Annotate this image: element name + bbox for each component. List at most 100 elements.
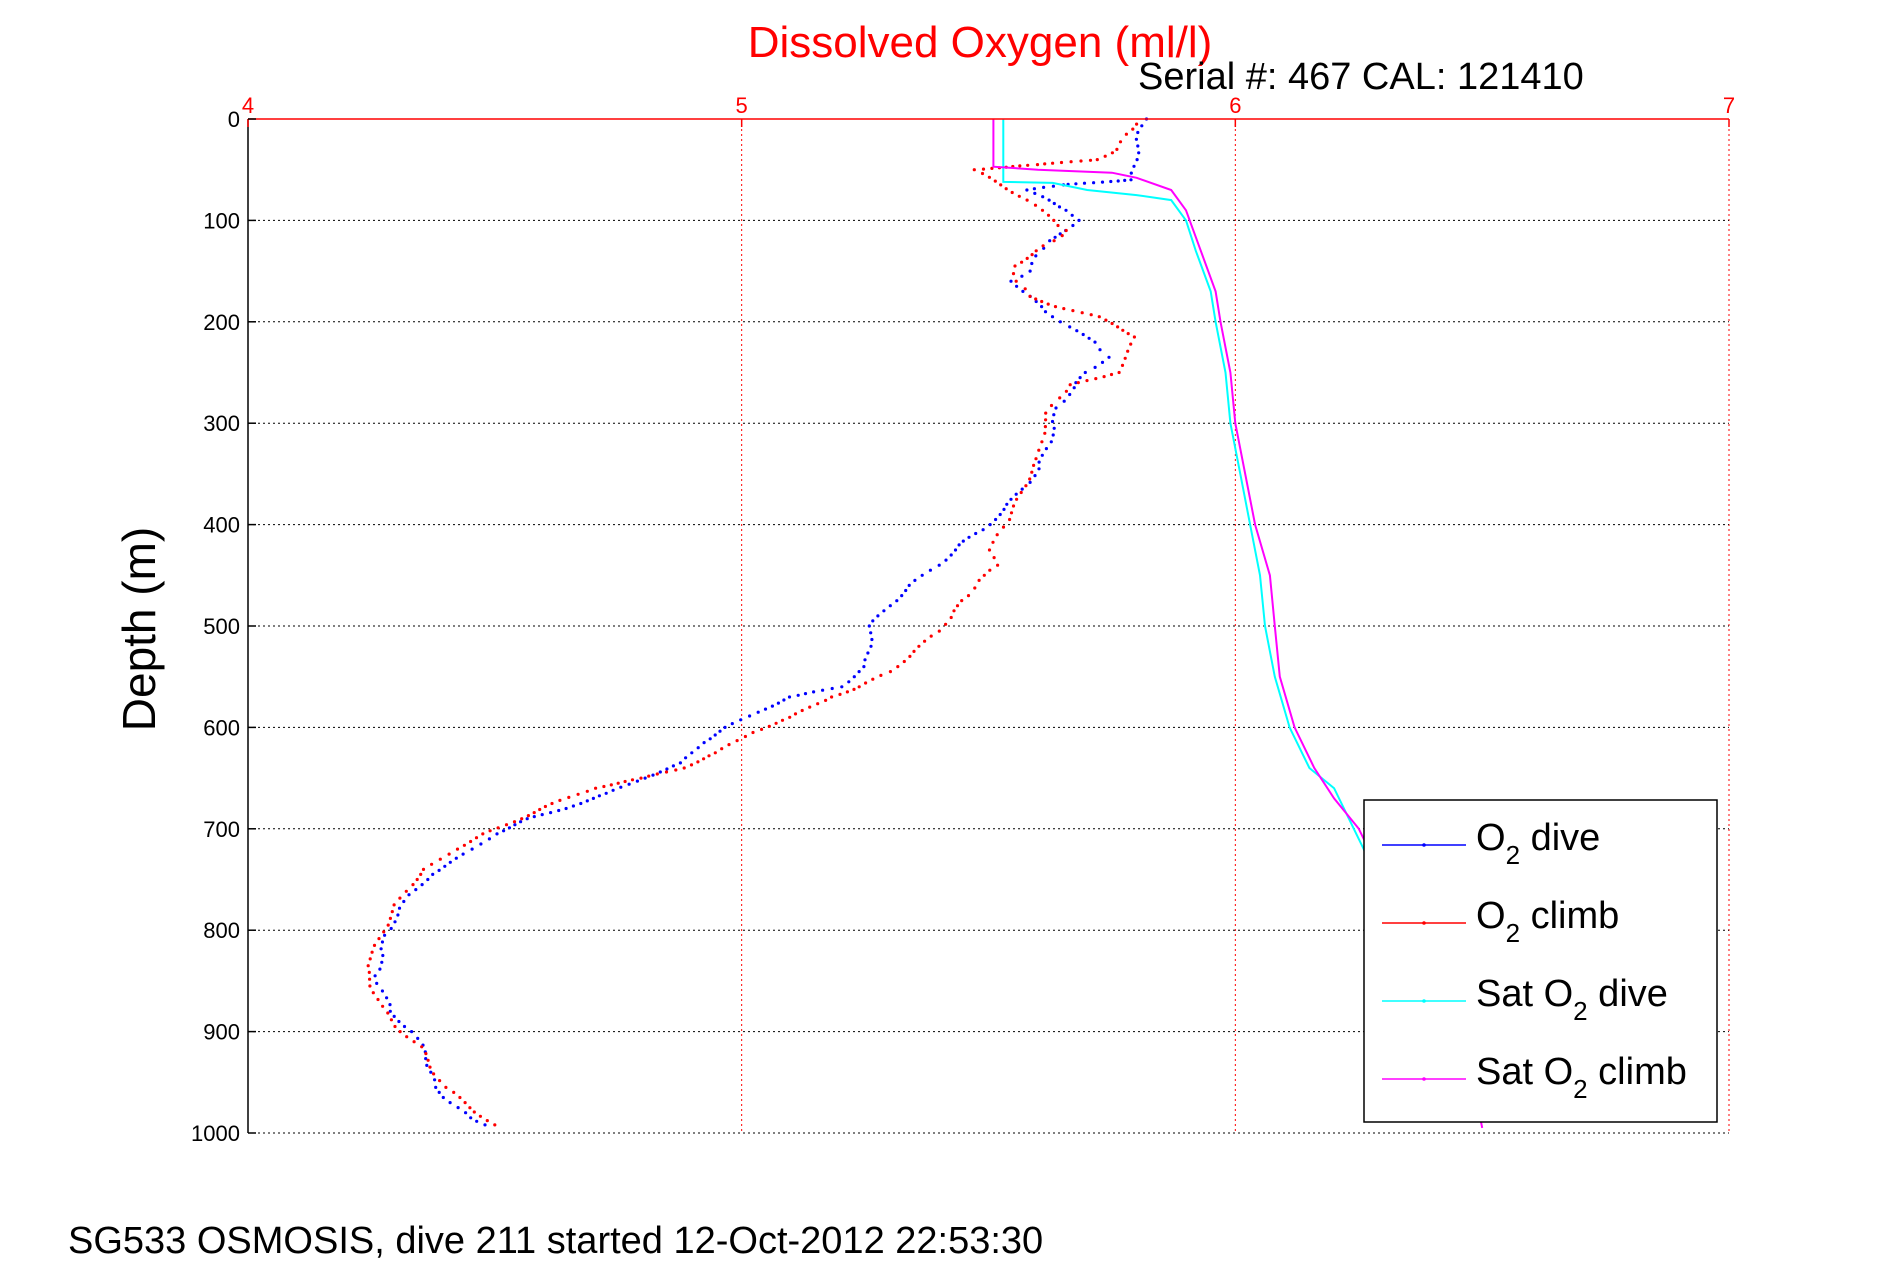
data-point — [463, 1101, 467, 1105]
data-point — [1030, 470, 1034, 474]
data-point — [1117, 370, 1121, 375]
data-point — [1121, 328, 1125, 332]
data-point — [1009, 511, 1014, 515]
data-point — [404, 889, 408, 893]
data-point — [723, 725, 727, 730]
data-point — [671, 764, 676, 768]
data-point — [594, 786, 598, 790]
data-point — [392, 1014, 396, 1019]
data-point — [540, 813, 544, 817]
data-point — [1014, 279, 1018, 283]
data-point — [452, 1090, 456, 1094]
data-point — [386, 923, 390, 927]
data-point — [1028, 294, 1032, 298]
data-point — [496, 826, 500, 830]
data-point — [1023, 287, 1027, 291]
data-point — [1011, 504, 1016, 508]
data-point — [647, 774, 651, 778]
data-point — [1025, 188, 1029, 192]
data-point — [871, 619, 875, 623]
data-point — [485, 1119, 489, 1123]
data-point — [1140, 124, 1144, 128]
data-point — [630, 778, 635, 782]
data-point — [1092, 181, 1096, 185]
data-point — [708, 737, 712, 741]
data-point — [902, 659, 906, 664]
data-point — [707, 754, 711, 758]
data-point — [443, 864, 447, 868]
data-point — [751, 730, 755, 735]
x-tick-label: 6 — [1229, 93, 1241, 118]
data-point — [1025, 256, 1029, 260]
data-point — [1033, 191, 1037, 195]
data-point — [900, 594, 904, 598]
data-point — [824, 698, 828, 703]
legend-label-o2_dive: O2 dive — [1476, 817, 1600, 870]
data-point — [1068, 392, 1072, 397]
data-point — [378, 967, 382, 971]
data-point — [372, 943, 377, 948]
data-point — [1050, 315, 1055, 319]
data-point — [895, 599, 899, 603]
data-point — [682, 766, 686, 770]
data-point — [730, 722, 734, 726]
data-point — [944, 558, 948, 562]
data-point — [385, 996, 389, 1000]
legend-marker-sat_o2_dive — [1422, 999, 1426, 1003]
legend-marker-sat_o2_climb — [1422, 1077, 1426, 1081]
data-point — [866, 651, 870, 655]
data-point — [713, 751, 717, 755]
data-point — [1134, 137, 1138, 141]
data-point — [412, 1040, 416, 1044]
data-point — [1020, 260, 1024, 264]
data-point — [770, 704, 775, 708]
data-point — [1056, 223, 1060, 228]
data-point — [1015, 284, 1019, 288]
data-point — [763, 707, 768, 711]
data-point — [830, 686, 834, 691]
data-point — [966, 594, 971, 598]
data-point — [1087, 336, 1091, 340]
data-point — [526, 814, 531, 818]
data-point — [1034, 254, 1038, 258]
data-point — [380, 960, 384, 964]
data-point — [1058, 396, 1062, 400]
data-point — [1002, 507, 1006, 511]
data-point — [1059, 160, 1064, 165]
data-point — [1032, 463, 1036, 467]
data-point — [718, 729, 722, 733]
data-point — [1100, 180, 1105, 184]
data-point — [564, 806, 568, 811]
data-point — [1132, 164, 1136, 168]
data-point — [870, 637, 874, 642]
data-point — [1034, 249, 1038, 253]
data-point — [857, 670, 861, 674]
y-tick-label: 500 — [203, 614, 240, 639]
data-point — [1100, 360, 1105, 364]
data-point — [458, 1095, 462, 1100]
data-point — [808, 705, 812, 709]
data-point — [424, 1057, 428, 1061]
data-point — [1042, 185, 1046, 189]
legend-box — [1363, 799, 1718, 1123]
data-point — [788, 715, 792, 719]
data-point — [952, 609, 956, 613]
data-point — [1137, 151, 1141, 155]
data-point — [1024, 484, 1028, 488]
data-point — [405, 1035, 409, 1039]
data-point — [1062, 307, 1066, 311]
data-point — [1085, 379, 1089, 383]
data-point — [1025, 198, 1029, 202]
data-point — [377, 937, 381, 941]
data-point — [504, 823, 509, 827]
data-point — [410, 1030, 414, 1034]
data-point — [456, 1106, 460, 1110]
y-axis-label: Depth (m) — [113, 527, 165, 731]
data-point — [462, 843, 466, 847]
data-point — [616, 781, 620, 785]
data-point — [426, 1058, 430, 1062]
data-point — [368, 977, 372, 981]
legend-label-base: O — [1476, 817, 1506, 859]
data-point — [611, 788, 615, 792]
